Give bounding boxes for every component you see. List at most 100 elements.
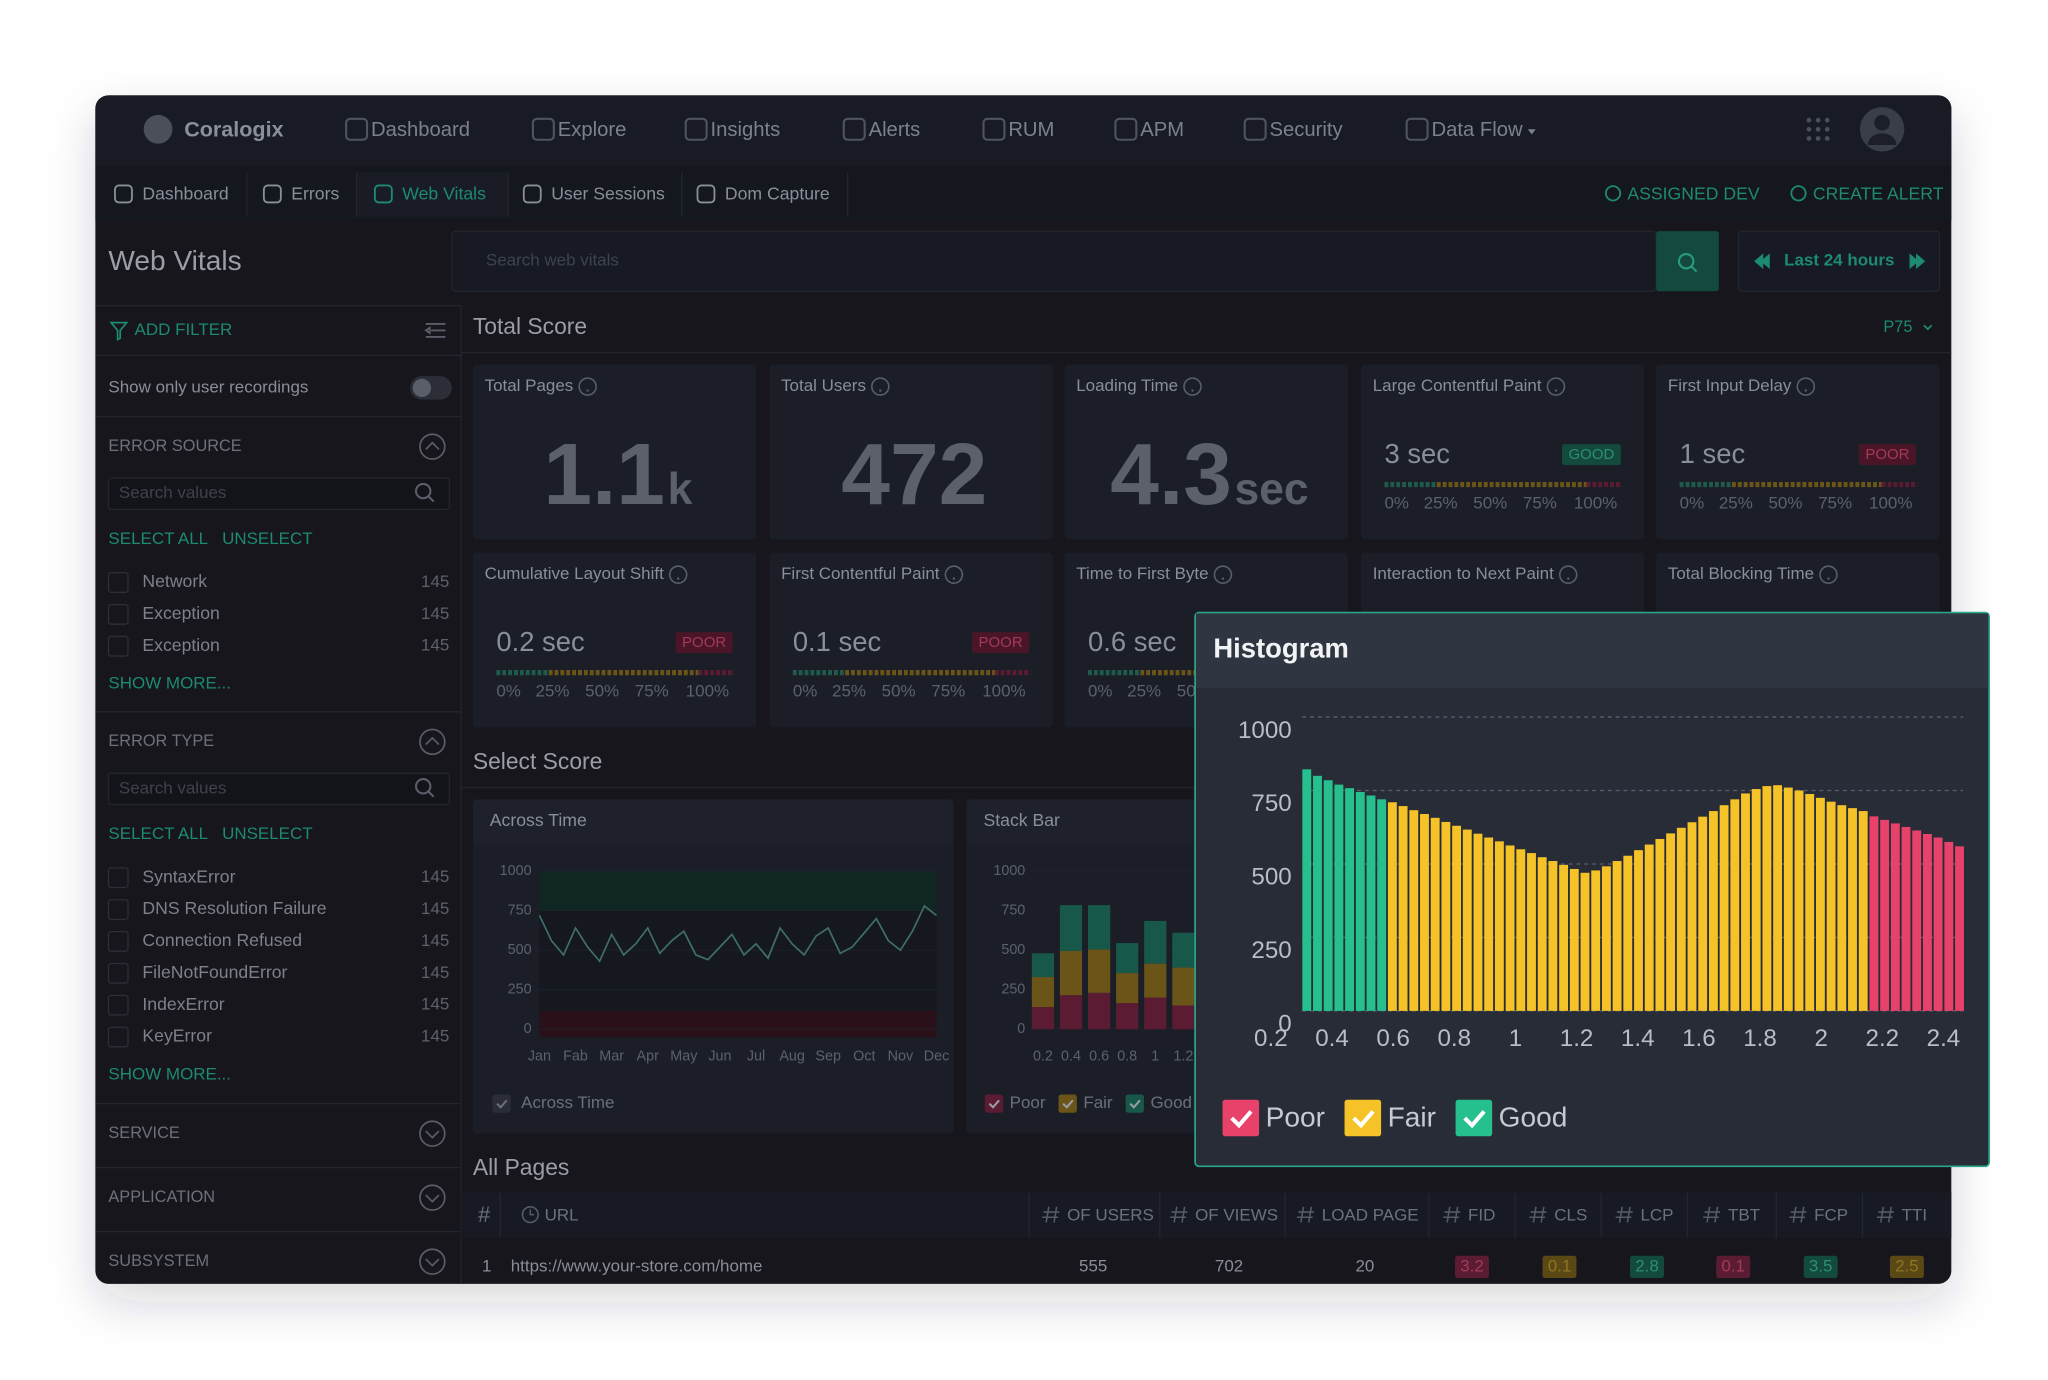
apps-grid-dot[interactable] xyxy=(1824,126,1830,132)
gauge-scale-label: 50% xyxy=(1473,494,1507,513)
help-icon-dot xyxy=(677,577,680,580)
legend-checkbox[interactable] xyxy=(1455,1099,1493,1137)
column-header[interactable]: URL xyxy=(545,1205,579,1224)
legend-checkbox[interactable] xyxy=(1058,1094,1077,1113)
section-toggle[interactable] xyxy=(419,728,446,756)
check-mark xyxy=(1129,1099,1141,1109)
checkbox[interactable] xyxy=(107,603,129,625)
help-icon[interactable] xyxy=(1558,565,1578,584)
tab-icon xyxy=(262,184,282,204)
add-filter[interactable]: ADD FILTER xyxy=(135,320,233,339)
checkbox[interactable] xyxy=(107,930,129,952)
section-toggle[interactable] xyxy=(419,1248,446,1275)
brand-name[interactable]: Coralogix xyxy=(184,116,283,141)
nav-item[interactable]: Explore xyxy=(558,119,627,141)
unselect[interactable]: UNSELECT xyxy=(222,529,313,548)
histogram-bar xyxy=(1762,786,1772,1011)
column-header[interactable]: OF VIEWS xyxy=(1195,1205,1278,1224)
action-button[interactable]: ASSIGNED DEV xyxy=(1627,183,1759,203)
help-icon[interactable] xyxy=(668,565,688,584)
section-title: SERVICE xyxy=(108,1124,179,1142)
apps-grid-dot[interactable] xyxy=(1806,136,1812,141)
column-header[interactable]: TTI xyxy=(1902,1205,1927,1224)
nav-item[interactable]: RUM xyxy=(1008,119,1054,141)
tab[interactable]: Dashboard xyxy=(142,183,228,203)
section-toggle[interactable] xyxy=(419,1184,446,1211)
show-more[interactable]: SHOW MORE... xyxy=(108,1064,231,1083)
apps-grid-dot[interactable] xyxy=(1824,117,1830,123)
time-range[interactable] xyxy=(1737,230,1941,292)
table-header xyxy=(461,1192,1952,1239)
show-more[interactable]: SHOW MORE... xyxy=(108,673,231,692)
column-header[interactable]: CLS xyxy=(1554,1205,1587,1224)
checkbox[interactable] xyxy=(107,994,129,1016)
checkbox[interactable] xyxy=(107,1026,129,1048)
checkbox[interactable] xyxy=(107,962,129,984)
select-all[interactable]: SELECT ALL xyxy=(108,529,208,548)
column-header[interactable]: LCP xyxy=(1640,1205,1673,1224)
select-all[interactable]: SELECT ALL xyxy=(108,824,208,843)
legend-checkbox[interactable] xyxy=(984,1094,1004,1113)
nav-item[interactable]: Insights xyxy=(711,119,781,141)
apps-grid-dot[interactable] xyxy=(1815,126,1821,132)
action-button[interactable]: CREATE ALERT xyxy=(1813,183,1944,203)
column-header[interactable]: LOAD PAGE xyxy=(1322,1205,1419,1224)
nav-item[interactable]: Alerts xyxy=(869,119,921,141)
values-search[interactable] xyxy=(107,772,450,806)
legend-checkbox[interactable] xyxy=(1125,1094,1144,1113)
apps-grid-dot[interactable] xyxy=(1815,117,1821,123)
apps-grid-dot[interactable] xyxy=(1806,126,1812,132)
nav-item[interactable]: Security xyxy=(1270,119,1344,141)
apps-grid-dot[interactable] xyxy=(1824,136,1830,141)
checkbox[interactable] xyxy=(107,899,129,921)
help-icon[interactable] xyxy=(578,377,597,396)
percentile-select[interactable]: P75 xyxy=(1883,318,1912,336)
checkbox[interactable] xyxy=(107,867,129,889)
histogram-bar xyxy=(1634,850,1643,1011)
help-icon[interactable] xyxy=(1796,377,1816,396)
legend-checkbox[interactable] xyxy=(492,1094,511,1113)
search-button[interactable] xyxy=(1656,231,1719,292)
values-search-placeholder: Search values xyxy=(119,778,227,797)
tab[interactable]: Web Vitals xyxy=(402,183,486,203)
help-icon[interactable] xyxy=(1213,565,1233,584)
time-prev[interactable] xyxy=(1754,253,1770,270)
y-tick-label: 1000 xyxy=(1238,717,1292,744)
nav-item[interactable]: Data Flow xyxy=(1431,119,1522,141)
column-header[interactable]: OF USERS xyxy=(1067,1205,1154,1224)
tab[interactable]: Errors xyxy=(291,183,339,203)
apps-grid-dot[interactable] xyxy=(1815,136,1821,141)
checkbox[interactable] xyxy=(107,635,129,657)
x-tick-label: 0.6 xyxy=(1376,1025,1410,1052)
tab[interactable]: User Sessions xyxy=(551,183,665,203)
section-toggle[interactable] xyxy=(419,433,446,460)
column-header[interactable]: # xyxy=(478,1202,491,1227)
table-cell[interactable]: https://www.your-store.com/home xyxy=(511,1256,763,1275)
x-tick-label: Sep xyxy=(815,1048,841,1064)
help-icon[interactable] xyxy=(944,565,964,584)
line-series xyxy=(538,904,938,963)
legend-checkbox[interactable] xyxy=(1222,1099,1260,1137)
values-search[interactable] xyxy=(107,477,450,511)
nav-item[interactable]: APM xyxy=(1140,119,1184,141)
help-icon[interactable] xyxy=(1183,377,1202,396)
histogram-bar xyxy=(1901,826,1911,1011)
help-icon[interactable] xyxy=(1819,565,1838,584)
apps-grid-dot[interactable] xyxy=(1806,117,1812,123)
help-icon[interactable] xyxy=(1546,377,1566,396)
section-toggle[interactable] xyxy=(419,1120,446,1147)
checkbox[interactable] xyxy=(107,572,129,593)
histogram-bar xyxy=(1387,802,1397,1011)
legend-checkbox[interactable] xyxy=(1344,1099,1382,1137)
search-field[interactable] xyxy=(451,230,1657,292)
collapse-icon[interactable] xyxy=(424,322,446,338)
time-next[interactable] xyxy=(1909,253,1926,270)
tab[interactable]: Dom Capture xyxy=(725,183,830,203)
column-header[interactable]: FID xyxy=(1468,1205,1495,1224)
histogram-bar xyxy=(1409,810,1419,1011)
nav-item[interactable]: Dashboard xyxy=(371,119,470,141)
column-header[interactable]: FCP xyxy=(1814,1205,1848,1224)
help-icon[interactable] xyxy=(871,377,890,396)
column-header[interactable]: TBT xyxy=(1728,1205,1760,1224)
unselect[interactable]: UNSELECT xyxy=(222,824,313,843)
